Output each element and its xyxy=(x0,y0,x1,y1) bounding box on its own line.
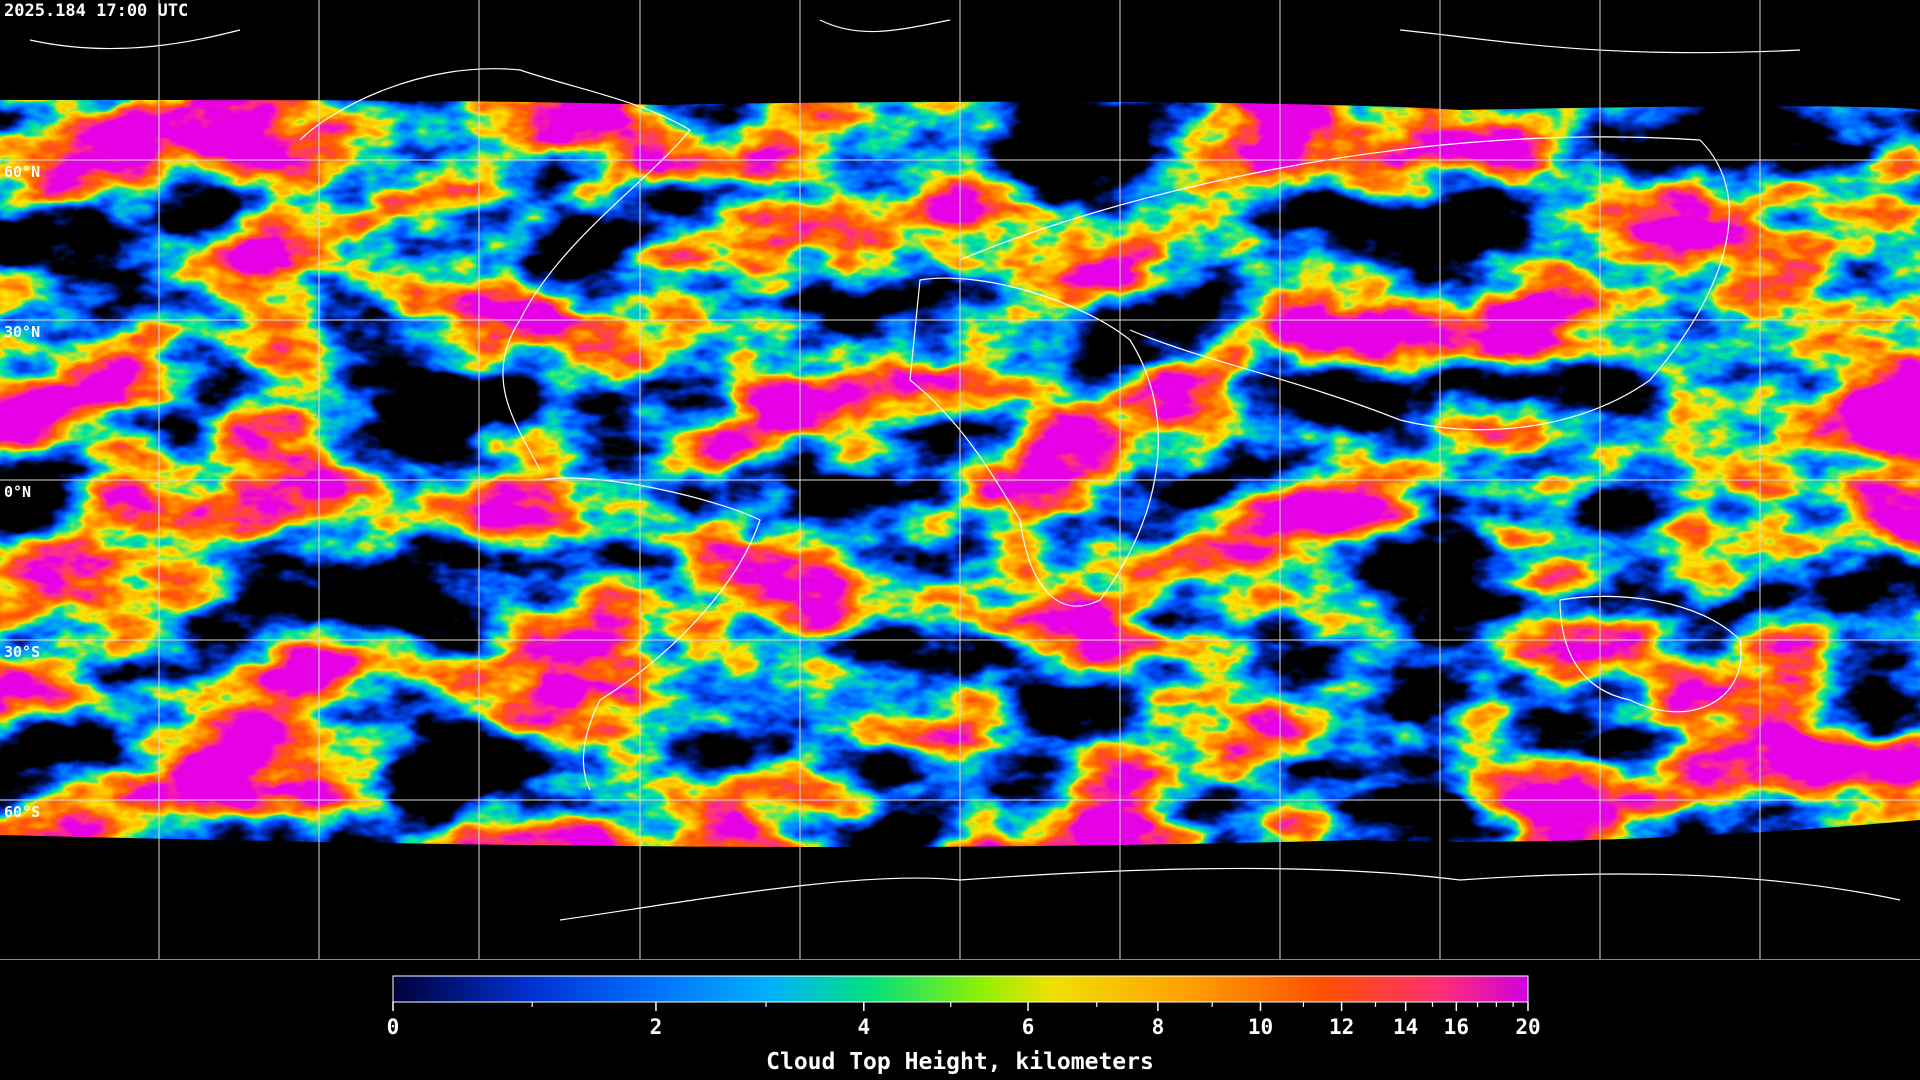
latitude-label: 0°N xyxy=(4,483,31,501)
colorbar xyxy=(392,975,1529,1003)
colorbar-tick-label: 14 xyxy=(1393,1015,1418,1039)
coastline xyxy=(29,19,1801,54)
colorbar-label: Cloud Top Height, kilometers xyxy=(766,1049,1154,1075)
coastline xyxy=(299,68,691,471)
coastline xyxy=(559,867,1901,921)
colorbar-tick-label: 6 xyxy=(1022,1015,1035,1039)
colorbar-tick-label: 8 xyxy=(1152,1015,1165,1039)
latitude-label: 60°S xyxy=(4,803,40,821)
colorbar-tick-label: 20 xyxy=(1515,1015,1540,1039)
coastlines xyxy=(29,19,1901,921)
timestamp: 2025.184 17:00 UTC xyxy=(4,1,188,21)
coastline xyxy=(959,136,1730,431)
colorbar-tick-label: 0 xyxy=(387,1015,400,1039)
colorbar-tick-label: 2 xyxy=(650,1015,663,1039)
latitude-label: 60°N xyxy=(4,163,40,181)
colorbar-tick-label: 4 xyxy=(857,1015,870,1039)
colorbar-tick-label: 12 xyxy=(1329,1015,1354,1039)
latitude-label: 30°N xyxy=(4,323,40,341)
coastline xyxy=(1559,595,1742,713)
coastline xyxy=(909,277,1159,607)
colorbar-tick-label: 16 xyxy=(1444,1015,1469,1039)
latitude-label: 30°S xyxy=(4,643,40,661)
colorbar-tick-label: 10 xyxy=(1248,1015,1273,1039)
coastline xyxy=(539,477,761,791)
